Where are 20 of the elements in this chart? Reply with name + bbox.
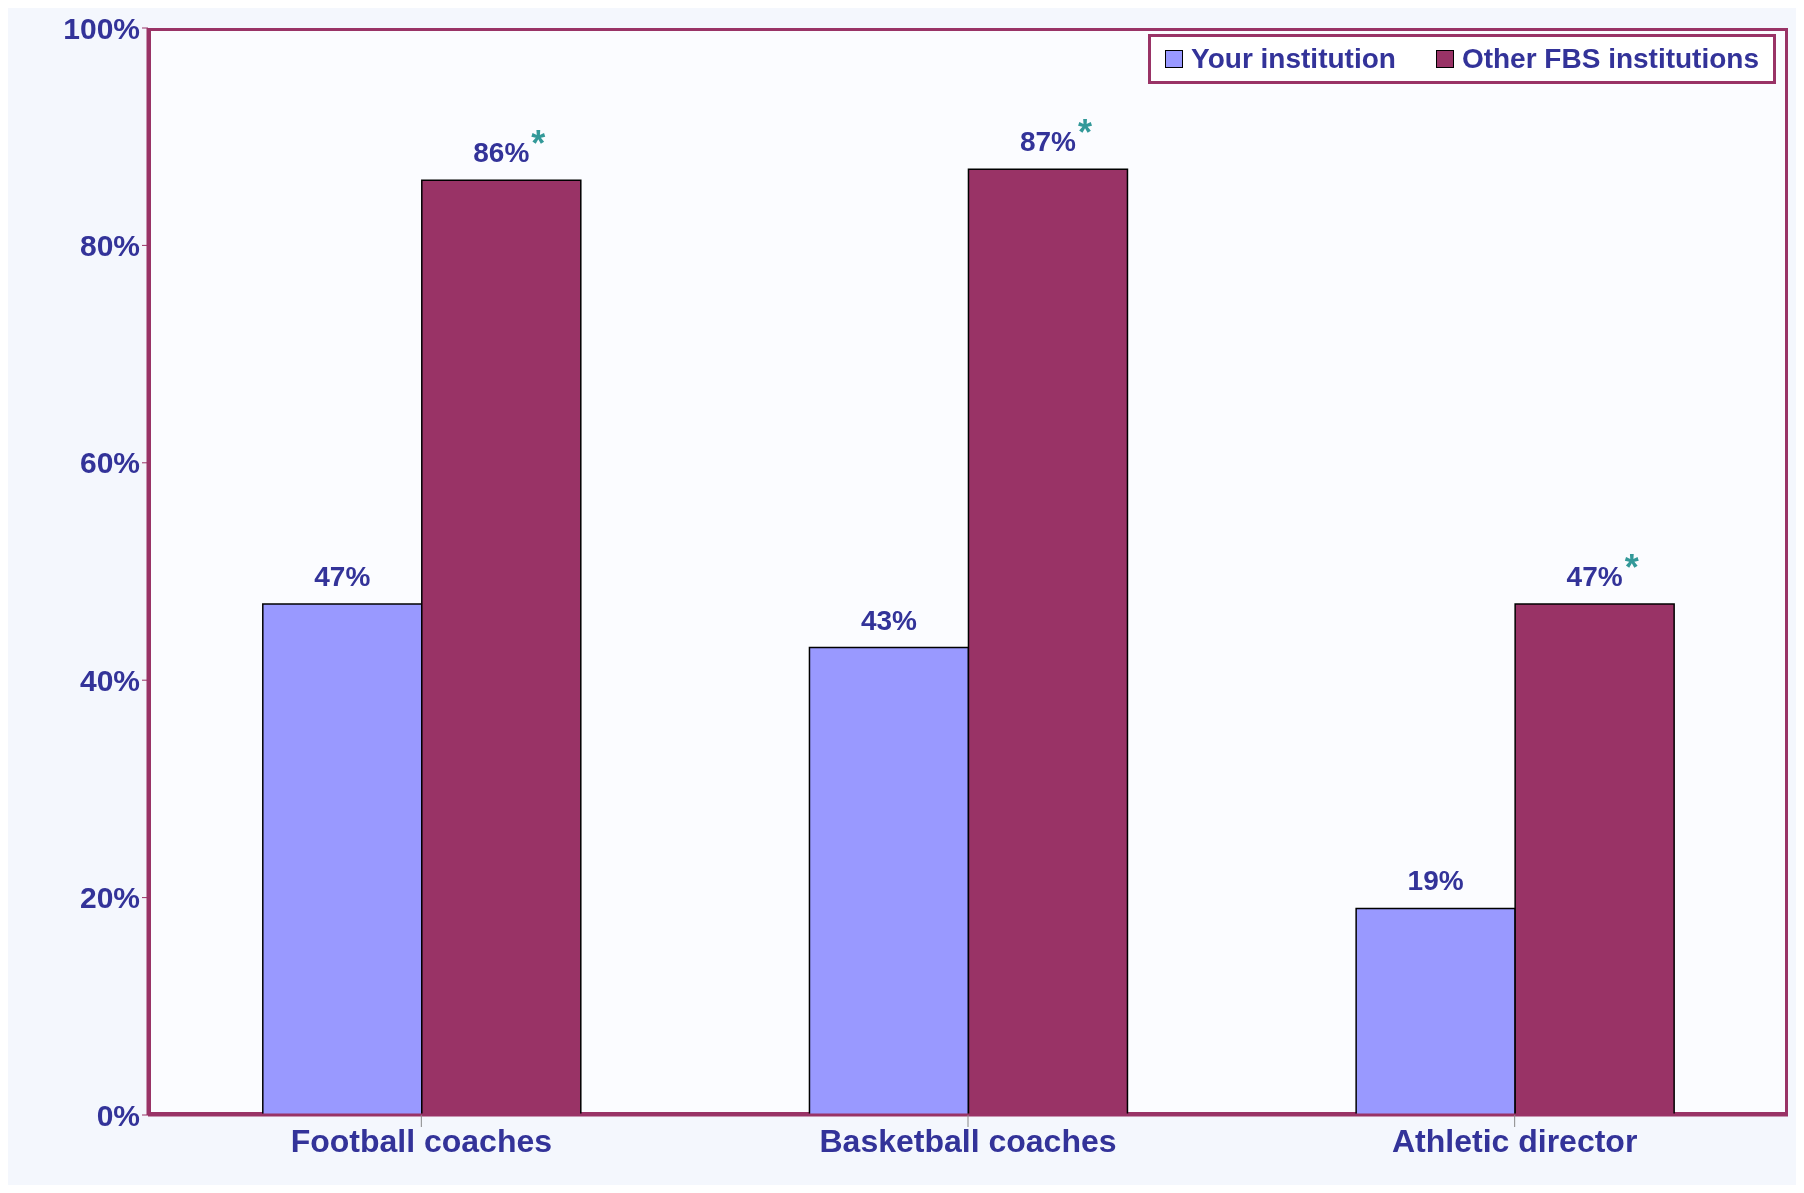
text: 86% xyxy=(473,137,530,169)
y-tick-label: 0% xyxy=(96,1098,140,1132)
y-tick-label: 20% xyxy=(79,881,140,915)
annotation: * xyxy=(1077,112,1092,154)
x-tick-label: Football coaches xyxy=(290,1122,553,1159)
y-tick-label: 80% xyxy=(79,229,140,263)
text: 47% xyxy=(314,561,371,593)
text: 87% xyxy=(1019,126,1076,158)
annotation: * xyxy=(1624,547,1639,589)
text: 43% xyxy=(860,604,917,636)
x-tick-label: Athletic director xyxy=(1391,1122,1638,1159)
annotation: * xyxy=(531,123,546,165)
legend-label: Other FBS institutions xyxy=(1460,43,1759,75)
x-tick-label: Basketball coaches xyxy=(819,1122,1117,1159)
text: 19% xyxy=(1407,865,1464,897)
y-tick-label: 60% xyxy=(79,446,140,480)
y-tick-label: 40% xyxy=(79,663,140,697)
text: 47% xyxy=(1566,561,1623,593)
legend-label: Your institution xyxy=(1190,43,1396,75)
y-tick-label: 100% xyxy=(63,11,140,45)
